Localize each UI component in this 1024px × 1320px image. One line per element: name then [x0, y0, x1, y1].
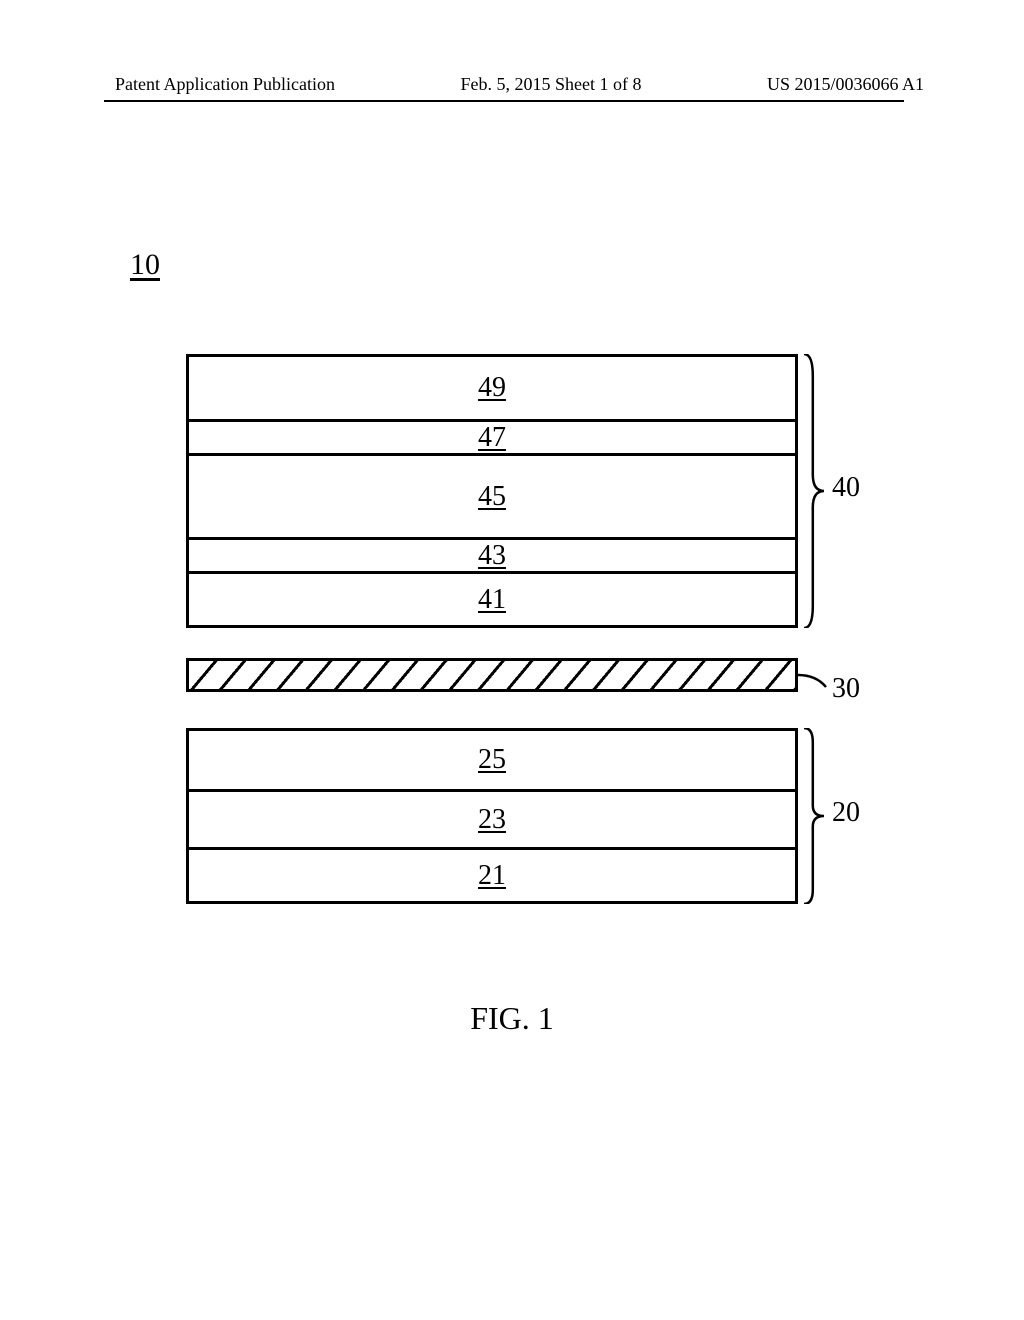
group-label-40: 40 — [832, 472, 860, 504]
layer: 45 — [189, 453, 795, 537]
layer-label: 45 — [478, 481, 506, 513]
figure-label: 10 — [130, 248, 160, 282]
layer-stack-40: 49 47 45 43 41 — [186, 354, 798, 628]
layer: 43 — [189, 537, 795, 571]
layer-stack-20: 25 23 21 — [186, 728, 798, 904]
layer-label: 47 — [478, 422, 506, 454]
page-header: Patent Application Publication Feb. 5, 2… — [0, 74, 1024, 95]
header-right: US 2015/0036066 A1 — [767, 74, 924, 95]
layer: 21 — [189, 847, 795, 901]
layer: 23 — [189, 789, 795, 847]
header-left: Patent Application Publication — [115, 74, 335, 95]
layer: 41 — [189, 571, 795, 625]
layer-label: 43 — [478, 540, 506, 572]
layer-label: 21 — [478, 860, 506, 892]
layer: 49 — [189, 357, 795, 419]
layer-label: 49 — [478, 372, 506, 404]
figure-caption: FIG. 1 — [0, 1000, 1024, 1037]
layer-label: 25 — [478, 744, 506, 776]
layer-label: 23 — [478, 804, 506, 836]
header-middle: Feb. 5, 2015 Sheet 1 of 8 — [460, 74, 641, 95]
layer: 47 — [189, 419, 795, 453]
layer-label: 41 — [478, 584, 506, 616]
header-rule — [104, 100, 904, 102]
group-label-20: 20 — [832, 797, 860, 829]
layer: 25 — [189, 731, 795, 789]
hatched-layer-30 — [186, 658, 798, 692]
layer-label-30: 30 — [832, 673, 860, 705]
